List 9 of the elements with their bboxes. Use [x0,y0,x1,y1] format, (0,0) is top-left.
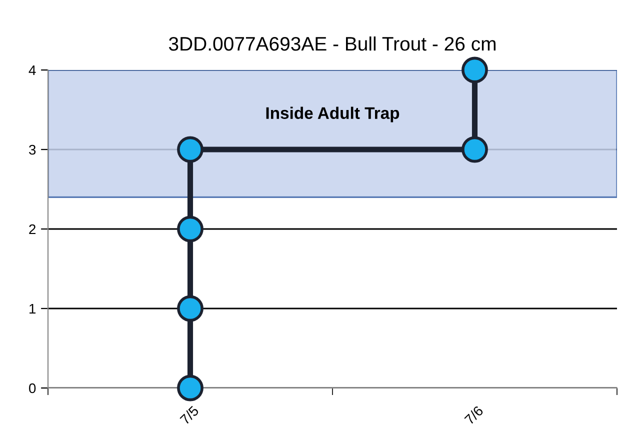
x-tick-label: 7/6 [464,405,484,426]
y-tick-label: 1 [30,304,36,314]
y-tick-label: 2 [29,224,36,234]
band-label: Inside Adult Trap [266,106,400,122]
y-tick-label: 3 [29,144,36,155]
y-tick-label: 4 [28,65,36,76]
chart-title: 3DD.0077A693AE - Bull Trout - 26 cm [168,36,496,51]
x-tick-label: 7/5 [179,405,200,426]
y-tick-label: 0 [29,383,36,394]
